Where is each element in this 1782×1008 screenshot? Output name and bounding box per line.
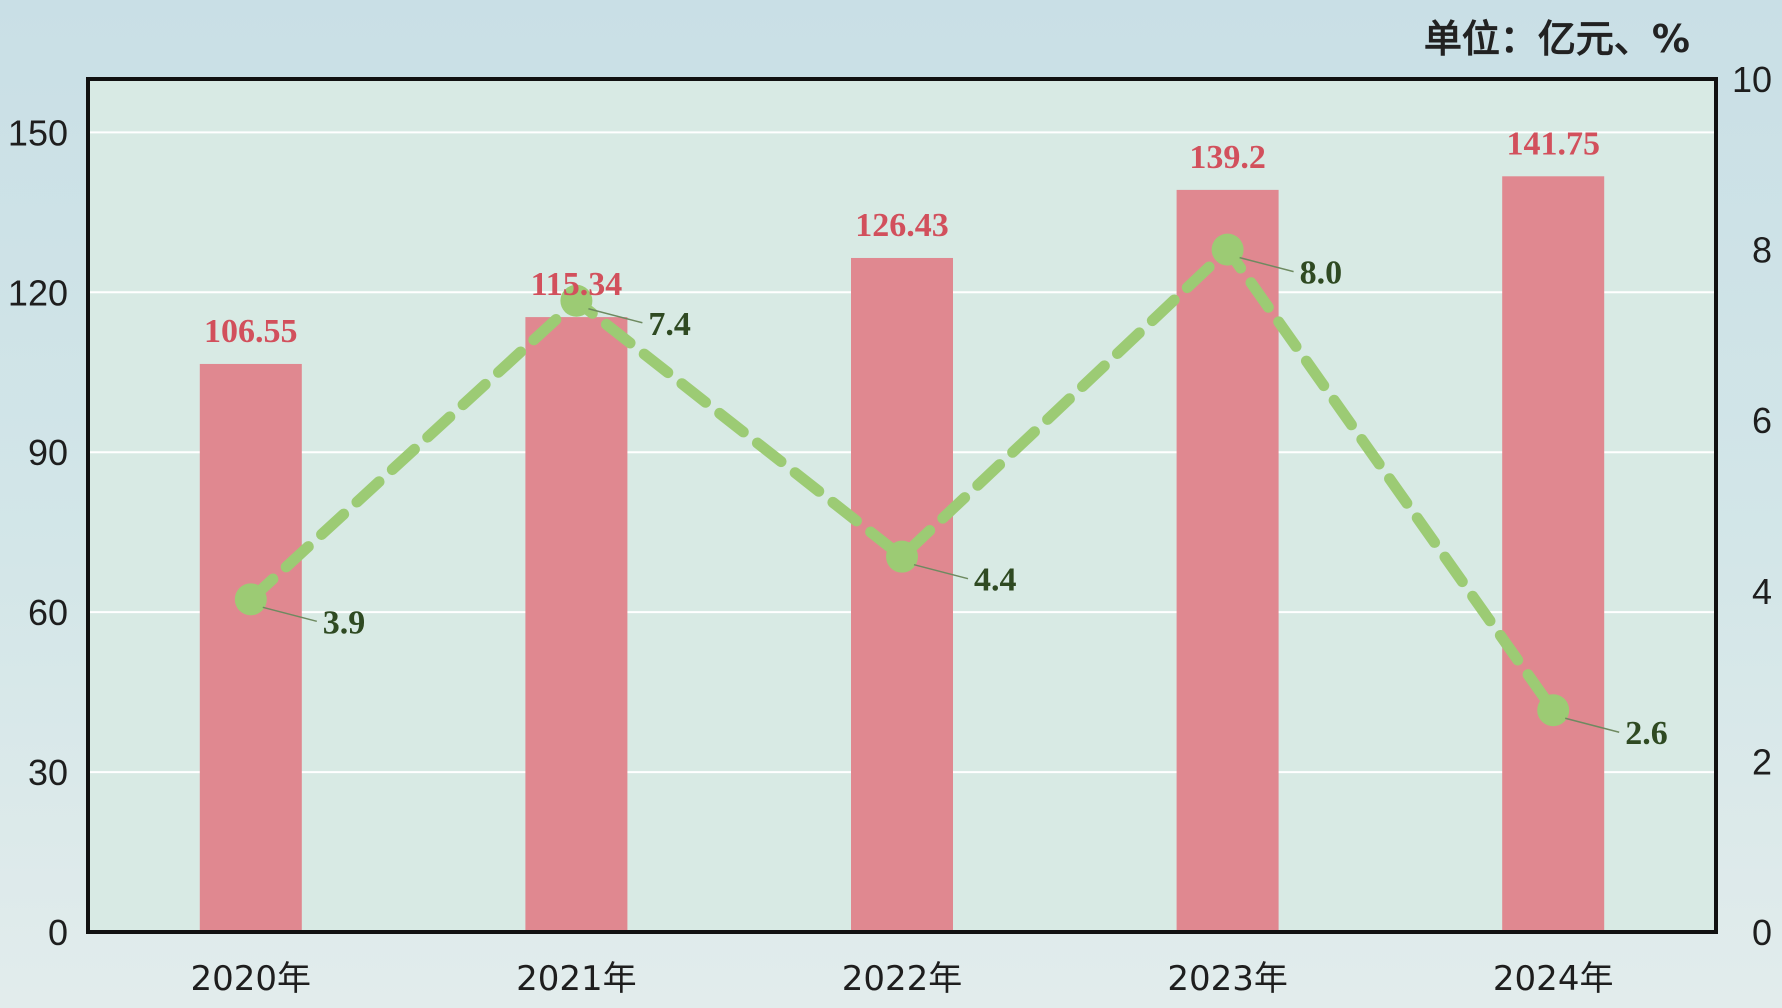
growth-line-path — [245, 244, 1559, 716]
rate-value-labels: 3.9 7.4 4.4 8.0 2.6 — [323, 255, 1668, 753]
growth-point — [1211, 233, 1244, 266]
category-label: 2020年 — [191, 959, 312, 999]
rate-value-label: 3.9 — [323, 604, 366, 641]
right-tick-label: 8 — [1752, 230, 1772, 271]
right-tick-label: 2 — [1752, 741, 1772, 782]
bar-value-label: 141.75 — [1506, 125, 1600, 162]
right-axis-ticks: 0 2 4 6 8 10 — [1732, 59, 1772, 953]
left-tick-label: 60 — [28, 592, 68, 633]
growth-point — [1537, 694, 1570, 727]
bar — [851, 257, 953, 932]
rate-value-label: 7.4 — [648, 306, 691, 343]
bar — [1176, 189, 1279, 932]
bars — [199, 176, 1605, 933]
bar-value-label: 139.2 — [1189, 139, 1266, 176]
category-label: 2023年 — [1167, 959, 1288, 999]
growth-point — [234, 583, 267, 616]
left-tick-label: 0 — [48, 912, 68, 953]
left-axis-ticks: 0 30 60 90 120 150 — [8, 112, 68, 953]
leader-line — [1565, 717, 1620, 733]
bar-value-label: 106.55 — [204, 313, 298, 350]
rate-value-label: 8.0 — [1300, 255, 1343, 292]
bar-value-label: 115.34 — [531, 266, 623, 303]
plot-frame — [86, 77, 1718, 934]
leader-line — [588, 308, 643, 324]
growth-line — [234, 233, 1620, 733]
category-label: 2021年 — [516, 959, 637, 999]
left-tick-label: 30 — [28, 752, 68, 793]
right-tick-label: 4 — [1752, 571, 1772, 612]
left-tick-label: 120 — [8, 272, 68, 313]
leader-line — [913, 563, 969, 580]
unit-label: 单位：亿元、% — [1424, 17, 1690, 61]
category-label: 2024年 — [1493, 959, 1614, 999]
right-tick-label: 10 — [1732, 59, 1772, 100]
right-tick-label: 0 — [1752, 912, 1772, 953]
growth-point — [560, 284, 593, 317]
bar — [1502, 176, 1605, 933]
leader-line — [1239, 256, 1294, 273]
right-tick-label: 6 — [1752, 400, 1772, 441]
category-labels: 2020年 2021年 2022年 2023年 2024年 — [191, 959, 1614, 999]
leader-line — [262, 606, 317, 623]
rate-value-label: 2.6 — [1625, 715, 1668, 752]
category-label: 2022年 — [842, 959, 963, 999]
bar — [199, 363, 302, 932]
growth-point — [886, 540, 918, 573]
bar-value-labels: 106.55 115.34 126.43 139.2 141.75 — [204, 125, 1600, 350]
bar-value-label: 126.43 — [855, 207, 949, 244]
rate-value-label: 4.4 — [974, 562, 1017, 599]
bar — [525, 317, 628, 932]
left-tick-label: 90 — [28, 432, 68, 473]
left-tick-label: 150 — [8, 112, 68, 153]
